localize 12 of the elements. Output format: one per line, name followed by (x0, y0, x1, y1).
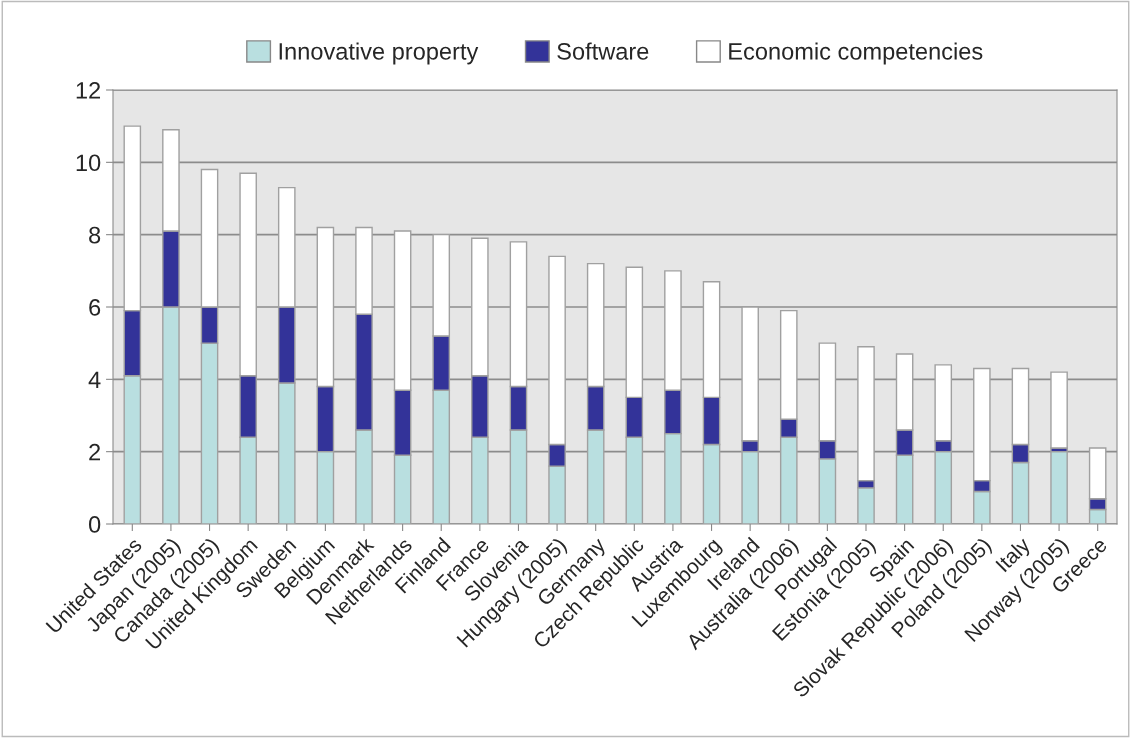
legend-label: Software (557, 42, 649, 60)
bar (1050, 371, 1068, 449)
legend-label: Economic competencies (729, 42, 983, 65)
y-tick-label: 2 (89, 443, 101, 461)
y-tick-label: 4 (88, 371, 101, 388)
y-tick-label: 0 (88, 516, 101, 533)
y-tick-label: 6 (89, 299, 101, 316)
legend-label: Innovative property (279, 42, 479, 65)
y-tick-label: 10 (76, 154, 101, 172)
y-tick-label: 12 (76, 82, 101, 99)
y-tick-label: 8 (89, 226, 101, 244)
bar (1050, 450, 1068, 524)
